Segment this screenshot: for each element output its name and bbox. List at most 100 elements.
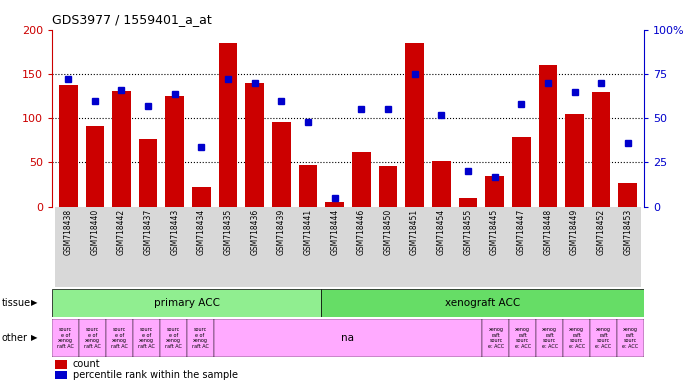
Bar bbox=[379, 166, 397, 207]
Text: xenograft ACC: xenograft ACC bbox=[445, 298, 520, 308]
Bar bbox=[86, 126, 104, 207]
Bar bbox=[214, 319, 482, 357]
Text: GSM718455: GSM718455 bbox=[464, 209, 473, 255]
Bar bbox=[454, 207, 481, 287]
Bar bbox=[187, 319, 214, 357]
Text: primary ACC: primary ACC bbox=[154, 298, 220, 308]
Text: sourc
e of
xenog
raft AC: sourc e of xenog raft AC bbox=[138, 327, 155, 349]
Bar bbox=[106, 319, 133, 357]
Bar bbox=[135, 207, 161, 287]
Text: xenog
raft
sourc
e: ACC: xenog raft sourc e: ACC bbox=[622, 327, 638, 349]
Text: GSM718445: GSM718445 bbox=[490, 209, 499, 255]
Bar bbox=[482, 319, 509, 357]
Bar bbox=[112, 91, 131, 207]
Text: GSM718436: GSM718436 bbox=[251, 209, 259, 255]
Bar bbox=[619, 183, 637, 207]
Bar bbox=[59, 85, 77, 207]
Bar bbox=[79, 319, 106, 357]
Bar bbox=[561, 207, 588, 287]
Text: GSM718434: GSM718434 bbox=[197, 209, 206, 255]
Text: xenog
raft
sourc
e: ACC: xenog raft sourc e: ACC bbox=[595, 327, 612, 349]
Bar bbox=[272, 122, 291, 207]
Bar bbox=[192, 187, 211, 207]
Bar bbox=[565, 114, 584, 207]
Text: GDS3977 / 1559401_a_at: GDS3977 / 1559401_a_at bbox=[52, 13, 212, 26]
Bar bbox=[536, 319, 563, 357]
Text: GSM718437: GSM718437 bbox=[143, 209, 152, 255]
Text: xenog
raft
sourc
e: ACC: xenog raft sourc e: ACC bbox=[515, 327, 531, 349]
Bar bbox=[374, 207, 402, 287]
Text: GSM718449: GSM718449 bbox=[570, 209, 579, 255]
Text: GSM718438: GSM718438 bbox=[64, 209, 72, 255]
Bar bbox=[108, 207, 135, 287]
Text: GSM718448: GSM718448 bbox=[544, 209, 553, 255]
Text: ▶: ▶ bbox=[31, 298, 37, 308]
Text: GSM718453: GSM718453 bbox=[624, 209, 632, 255]
Bar bbox=[615, 207, 641, 287]
Bar bbox=[563, 319, 590, 357]
Text: count: count bbox=[73, 359, 100, 369]
Text: xenog
raft
sourc
e: ACC: xenog raft sourc e: ACC bbox=[488, 327, 504, 349]
Text: tissue: tissue bbox=[1, 298, 31, 308]
Bar bbox=[166, 96, 184, 207]
Bar bbox=[402, 207, 428, 287]
Text: percentile rank within the sample: percentile rank within the sample bbox=[73, 370, 238, 380]
Text: GSM718441: GSM718441 bbox=[303, 209, 313, 255]
Text: GSM718439: GSM718439 bbox=[277, 209, 286, 255]
Text: other: other bbox=[1, 333, 27, 343]
Text: GSM718444: GSM718444 bbox=[330, 209, 339, 255]
Bar bbox=[405, 43, 424, 207]
Bar bbox=[299, 165, 317, 207]
Bar bbox=[481, 207, 508, 287]
Bar bbox=[432, 161, 450, 207]
Text: GSM718452: GSM718452 bbox=[596, 209, 606, 255]
Bar bbox=[139, 139, 157, 207]
Bar bbox=[215, 207, 242, 287]
Bar bbox=[539, 65, 557, 207]
Bar bbox=[294, 207, 322, 287]
Text: xenog
raft
sourc
e: ACC: xenog raft sourc e: ACC bbox=[569, 327, 585, 349]
Bar bbox=[617, 319, 644, 357]
Bar bbox=[588, 207, 615, 287]
Text: GSM718450: GSM718450 bbox=[383, 209, 393, 255]
Bar bbox=[592, 92, 610, 207]
Bar bbox=[55, 371, 67, 379]
Bar bbox=[590, 319, 617, 357]
Text: sourc
e of
xenog
raft AC: sourc e of xenog raft AC bbox=[191, 327, 209, 349]
Text: sourc
e of
xenog
raft AC: sourc e of xenog raft AC bbox=[57, 327, 74, 349]
Text: GSM718447: GSM718447 bbox=[516, 209, 525, 255]
Bar bbox=[428, 207, 454, 287]
Bar bbox=[509, 319, 536, 357]
Text: GSM718443: GSM718443 bbox=[171, 209, 180, 255]
Bar bbox=[219, 43, 237, 207]
Text: GSM718440: GSM718440 bbox=[90, 209, 100, 255]
Bar bbox=[322, 207, 348, 287]
Bar bbox=[485, 176, 504, 207]
Text: sourc
e of
xenog
raft AC: sourc e of xenog raft AC bbox=[84, 327, 101, 349]
Bar bbox=[55, 360, 67, 369]
Bar bbox=[52, 289, 321, 317]
Bar bbox=[55, 207, 81, 287]
Bar bbox=[508, 207, 535, 287]
Text: GSM718446: GSM718446 bbox=[357, 209, 366, 255]
Text: GSM718454: GSM718454 bbox=[437, 209, 445, 255]
Bar bbox=[459, 198, 477, 207]
Bar bbox=[81, 207, 108, 287]
Bar bbox=[160, 319, 187, 357]
Text: GSM718451: GSM718451 bbox=[410, 209, 419, 255]
Text: GSM718435: GSM718435 bbox=[223, 209, 232, 255]
Bar bbox=[188, 207, 215, 287]
Bar bbox=[321, 289, 644, 317]
Text: sourc
e of
xenog
raft AC: sourc e of xenog raft AC bbox=[111, 327, 128, 349]
Text: sourc
e of
xenog
raft AC: sourc e of xenog raft AC bbox=[165, 327, 182, 349]
Bar bbox=[348, 207, 374, 287]
Bar bbox=[325, 202, 344, 207]
Text: na: na bbox=[342, 333, 354, 343]
Text: GSM718442: GSM718442 bbox=[117, 209, 126, 255]
Bar bbox=[268, 207, 294, 287]
Bar bbox=[512, 137, 530, 207]
Bar bbox=[246, 83, 264, 207]
Text: ▶: ▶ bbox=[31, 333, 37, 343]
Bar bbox=[535, 207, 561, 287]
Bar bbox=[352, 152, 371, 207]
